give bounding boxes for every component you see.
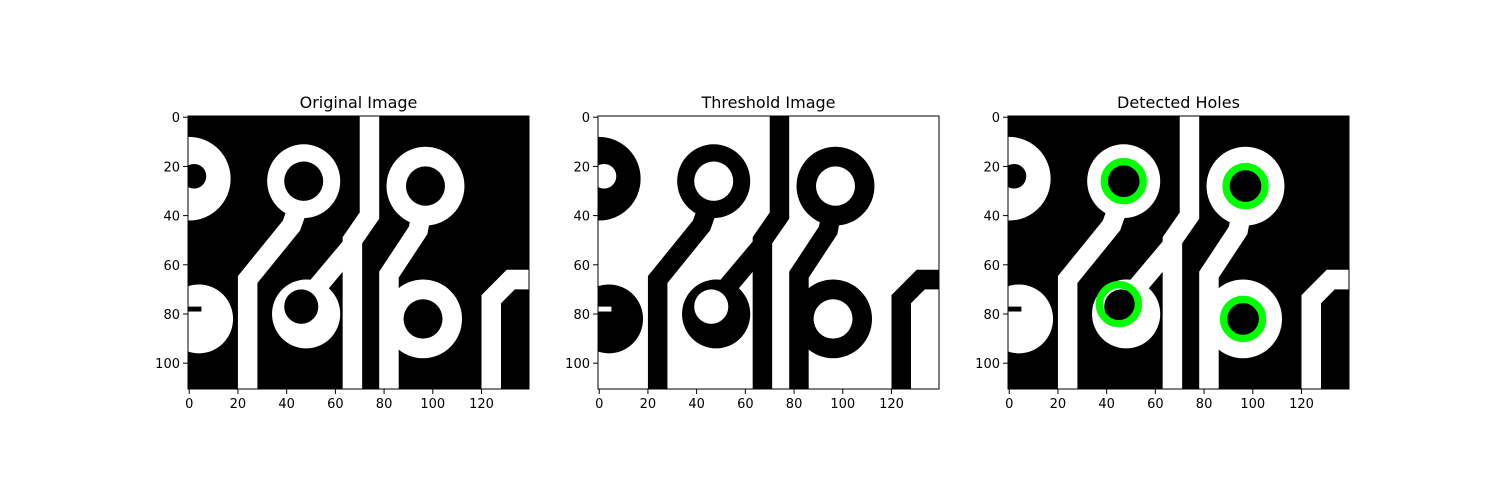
x-tick-label: 80 xyxy=(786,397,803,412)
axes-frame xyxy=(1007,115,1350,390)
y-tick-label: 80 xyxy=(573,308,590,323)
x-tick-label: 40 xyxy=(688,397,705,412)
axes-title: Threshold Image xyxy=(700,93,835,112)
axes-frame xyxy=(597,115,940,390)
y-tick-label: 60 xyxy=(573,259,590,274)
x-tick-label: 100 xyxy=(420,397,445,412)
image xyxy=(188,116,529,389)
x-tick-label: 60 xyxy=(1147,397,1164,412)
axes-title: Detected Holes xyxy=(1117,93,1240,112)
x-tick-label: 120 xyxy=(469,397,494,412)
x-tick-label: 120 xyxy=(879,397,904,412)
x-tick-label: 100 xyxy=(830,397,855,412)
x-tick-label: 120 xyxy=(1289,397,1314,412)
x-tick-label: 0 xyxy=(595,397,603,412)
x-tick-label: 20 xyxy=(640,397,657,412)
x-tick-label: 40 xyxy=(278,397,295,412)
x-tick-label: 20 xyxy=(1050,397,1067,412)
y-tick-label: 20 xyxy=(163,160,180,175)
detected-hole xyxy=(1222,162,1269,210)
x-tick-label: 100 xyxy=(1240,397,1265,412)
y-tick-label: 0 xyxy=(582,111,590,126)
y-tick-label: 60 xyxy=(983,259,1000,274)
y-tick-label: 60 xyxy=(163,259,180,274)
x-tick-label: 80 xyxy=(376,397,393,412)
y-tick-label: 20 xyxy=(573,160,590,175)
image xyxy=(598,116,939,389)
y-tick-label: 20 xyxy=(983,160,1000,175)
y-tick-label: 80 xyxy=(163,308,180,323)
y-tick-label: 100 xyxy=(155,357,180,372)
x-tick-label: 80 xyxy=(1196,397,1213,412)
axes: 0 20 40 60 80 100 120 0 20 40 60 80 100 Original Imag… xyxy=(155,93,530,412)
y-tick-label: 40 xyxy=(983,210,1000,225)
y-tick-label: 0 xyxy=(992,111,1000,126)
x-tick-label: 60 xyxy=(737,397,754,412)
x-tick-label: 40 xyxy=(1098,397,1115,412)
image xyxy=(1008,116,1349,389)
axes-frame xyxy=(187,115,530,390)
axes: 0 20 40 60 80 100 120 0 20 40 60 80 100 Detected Hole… xyxy=(975,93,1350,412)
x-tick-label: 0 xyxy=(1005,397,1013,412)
axes-title: Original Image xyxy=(300,93,418,112)
y-tick-label: 100 xyxy=(975,357,1000,372)
axes: 0 20 40 60 80 100 120 0 20 40 60 80 100 Threshold Ima… xyxy=(565,93,940,412)
y-tick-label: 100 xyxy=(565,357,590,372)
y-tick-label: 0 xyxy=(172,111,180,126)
detected-hole xyxy=(1095,281,1142,328)
y-tick-label: 40 xyxy=(573,210,590,225)
x-tick-label: 0 xyxy=(185,397,193,412)
y-tick-label: 40 xyxy=(163,210,180,225)
detected-hole xyxy=(1100,158,1147,205)
x-tick-label: 20 xyxy=(230,397,247,412)
x-tick-label: 60 xyxy=(327,397,344,412)
detected-hole xyxy=(1219,295,1267,343)
y-tick-label: 80 xyxy=(983,308,1000,323)
